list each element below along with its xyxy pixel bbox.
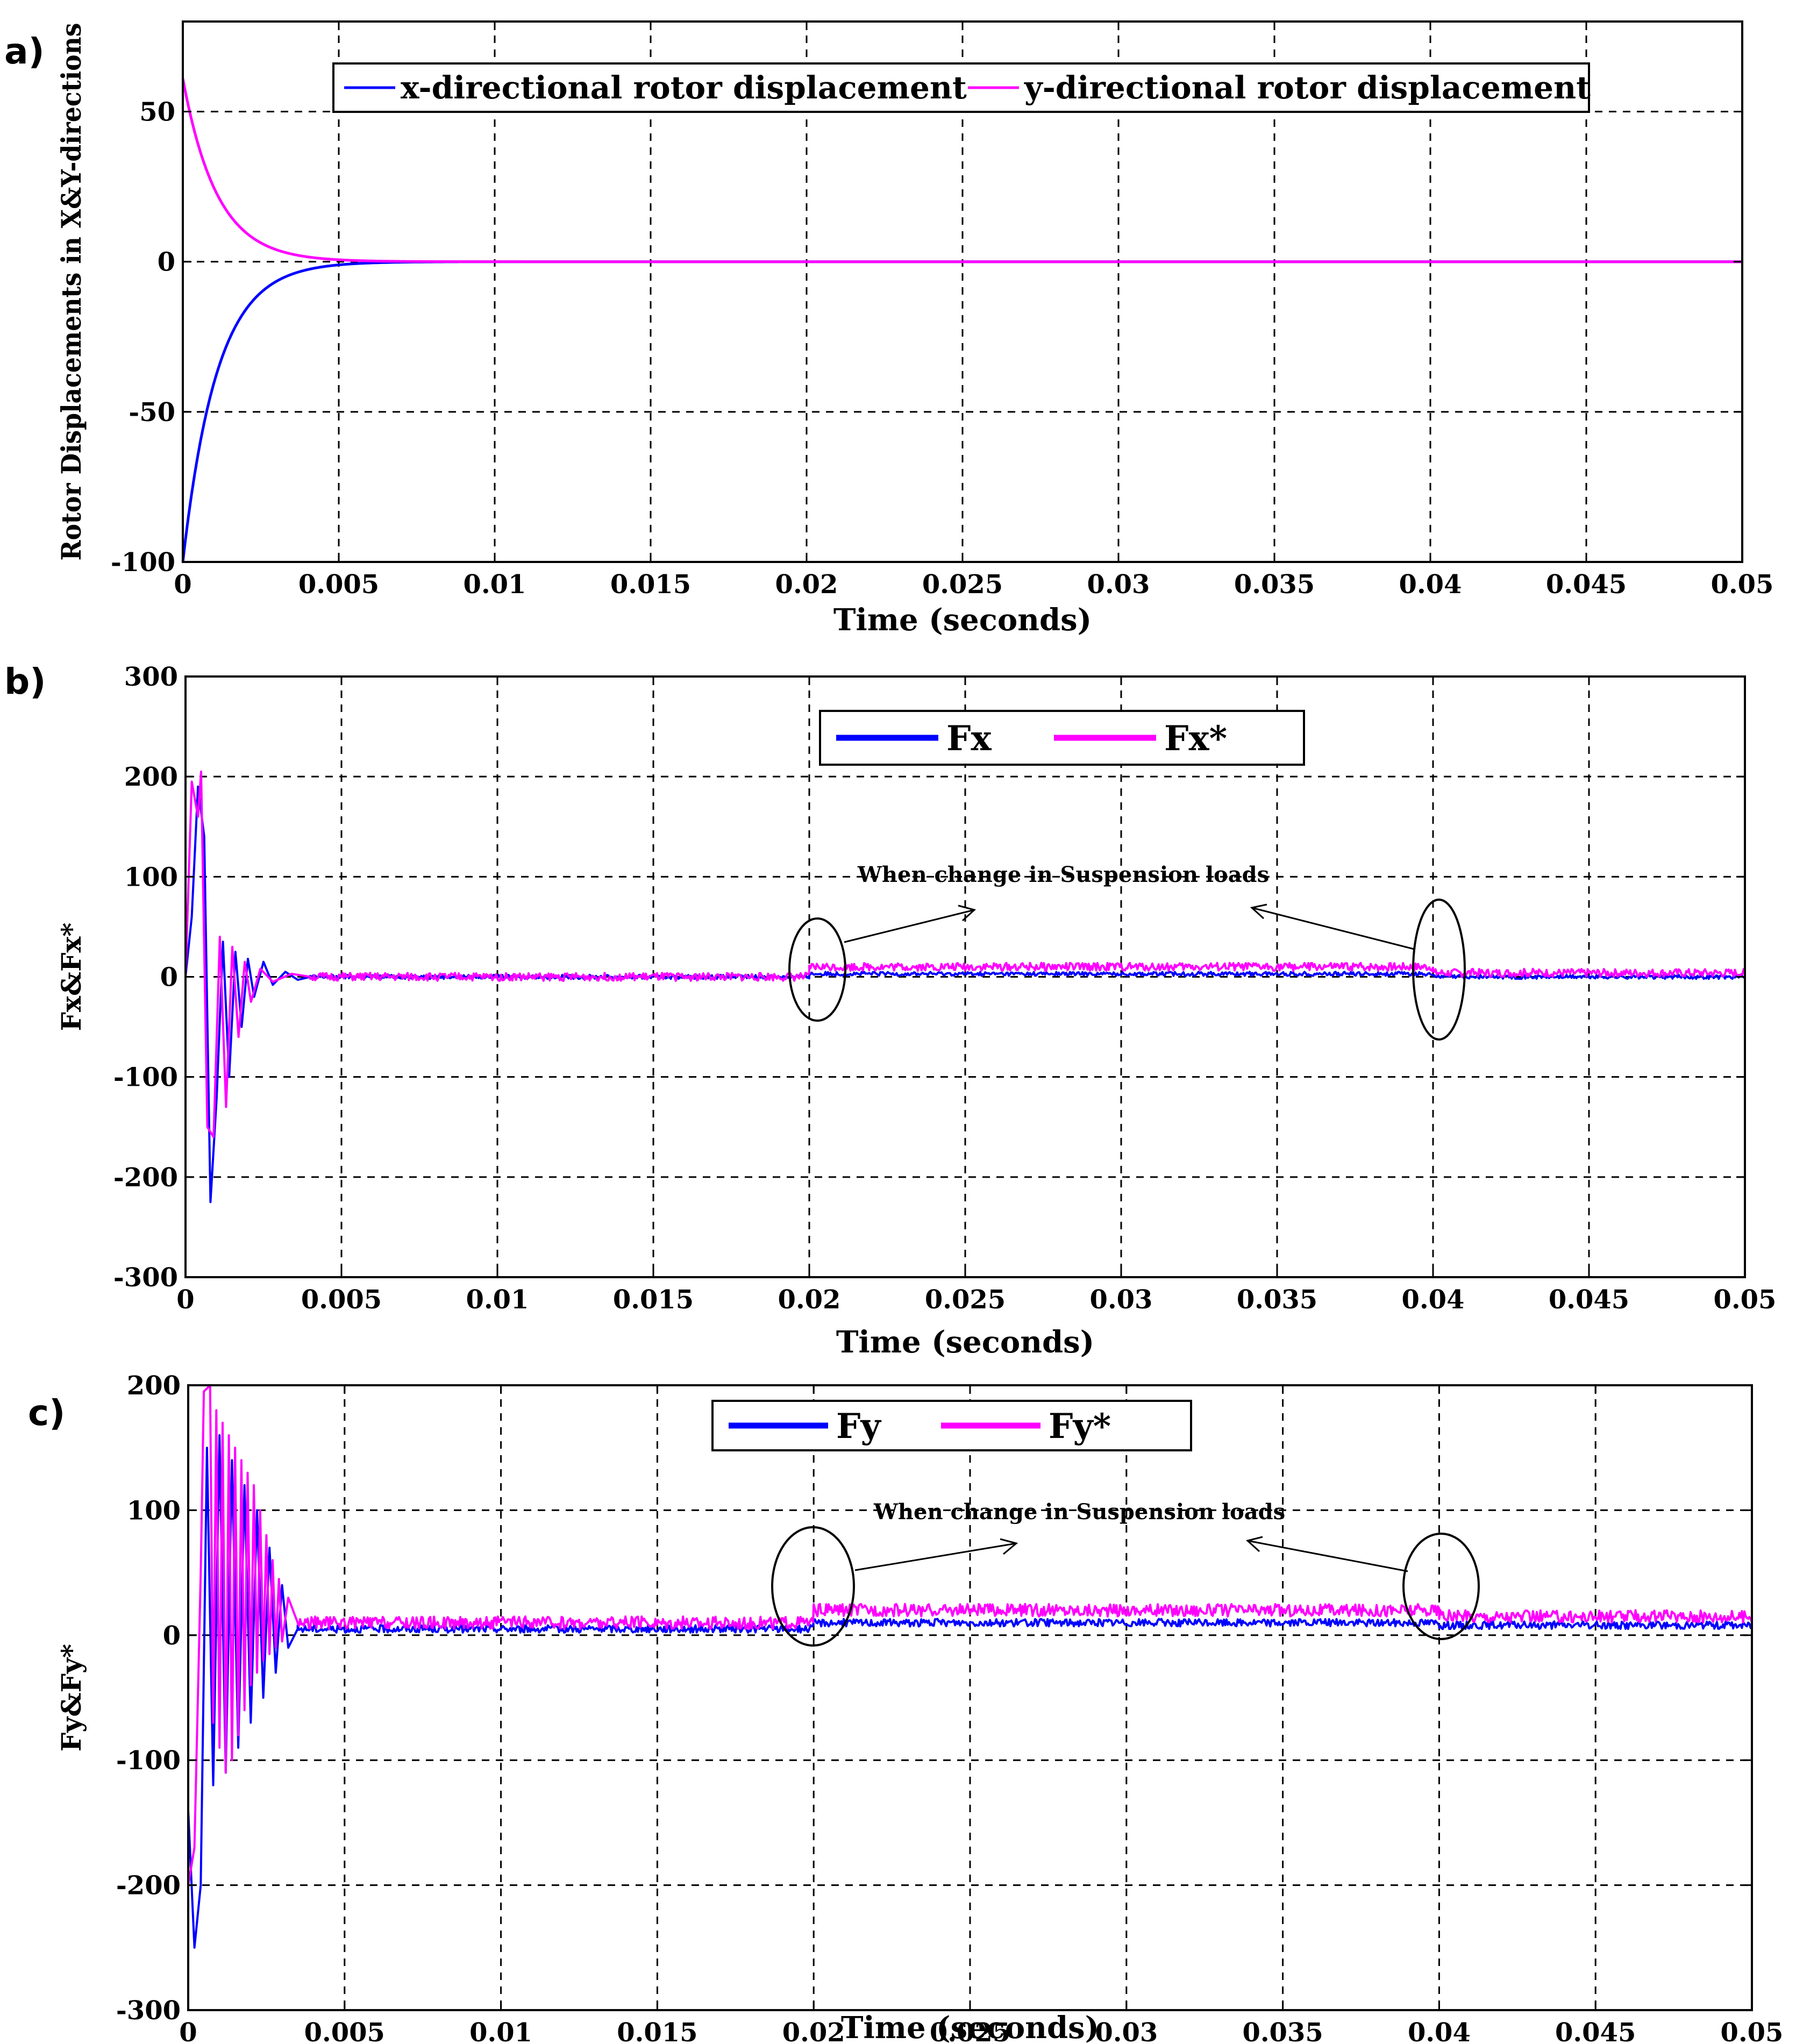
panel-b-arrow-2 (1250, 903, 1415, 950)
y-tick-label: -300 (116, 1996, 181, 2026)
y-tick-label: 0 (160, 963, 178, 993)
y-tick-label: -200 (116, 1871, 181, 1901)
x-tick-label: 0.02 (775, 569, 838, 600)
x-tick-label: 0.005 (298, 569, 379, 600)
y-tick-label: -50 (129, 397, 175, 428)
series-line-fy (187, 1384, 1753, 1885)
y-tick-label: -100 (113, 1063, 178, 1093)
legend-box (332, 62, 1590, 113)
panel-a-label: a) (4, 31, 45, 72)
y-tick-label: 0 (163, 1621, 181, 1651)
x-tick-label: 0 (179, 2018, 197, 2044)
series-line-fx (184, 770, 1746, 1138)
x-tick-label: 0.04 (1408, 2018, 1471, 2044)
legend-label-fx-star: Fx* (1164, 718, 1227, 759)
panel-c-label: c) (28, 1392, 65, 1434)
x-tick-label: 0.04 (1399, 569, 1462, 600)
x-tick-label: 0.045 (1546, 569, 1627, 600)
panel-b-xlabel: Time (seconds) (836, 1324, 1094, 1360)
panel-c-grid (188, 1385, 1752, 2010)
panel-c-legend: Fy Fy* (711, 1400, 1192, 1451)
x-tick-label: 0.025 (930, 2018, 1010, 2044)
x-tick-label: 0.03 (1090, 1285, 1153, 1315)
panel-b-ellipse-2 (1412, 899, 1466, 1041)
panel-c-xlabel: Time (seconds) (841, 2010, 1099, 2044)
legend-label-fx: Fx (946, 718, 992, 759)
x-tick-label: 0.02 (778, 1285, 841, 1315)
x-tick-label: 0.01 (464, 569, 526, 600)
panel-b-ylabel: Fx&Fx* (55, 923, 87, 1031)
panel-a-ticks: 0 0.005 0.01 0.015 0.02 0.025 0.03 0.035 0.04 0.0… (111, 22, 1774, 600)
panel-b-arrow-1 (844, 905, 977, 943)
x-tick-label: 0.015 (610, 569, 691, 600)
panel-a-xlabel: Time (seconds) (833, 602, 1092, 638)
y-tick-label: 50 (139, 97, 175, 127)
legend-label-fy-star: Fy* (1049, 1406, 1111, 1447)
legend-label-x: x-directional rotor displacement (401, 69, 967, 106)
series-line-y-directional-rotor-displacement (181, 78, 1743, 263)
x-tick-label: 0.035 (1234, 569, 1315, 600)
x-tick-label: 0.05 (1711, 569, 1774, 600)
x-tick-label: 0.035 (1242, 2018, 1323, 2044)
panel-a-ylabel: Rotor Displacements in X&Y-directions (55, 23, 87, 561)
x-tick-label: 0 (176, 1285, 194, 1315)
panel-c-arrow-2 (1245, 1536, 1408, 1572)
y-tick-label: 100 (124, 862, 178, 892)
x-tick-label: 0.005 (304, 2018, 385, 2044)
x-tick-label: 0.045 (1549, 1285, 1629, 1315)
y-tick-label: -200 (113, 1163, 178, 1193)
y-tick-label: 0 (158, 247, 175, 277)
y-tick-label: -100 (111, 547, 175, 578)
y-tick-label: 200 (124, 762, 178, 792)
x-tick-label: 0.03 (1087, 569, 1150, 600)
y-tick-label: 200 (127, 1371, 181, 1401)
panel-b-ticks: 0 0.005 0.01 0.015 0.02 0.025 0.03 0.035 0.04 0.0… (113, 662, 1777, 1315)
legend-label-fy: Fy (836, 1406, 881, 1447)
panel-b-series (184, 770, 1746, 1203)
panel-c-arrow-1 (854, 1538, 1018, 1571)
panel-a-series (181, 78, 1743, 562)
x-tick-label: 0.05 (1721, 2018, 1784, 2044)
panel-c: c) 0 0.005 0.01 0.015 0.02 0.025 0.03 0.035 0.04… (28, 1371, 1783, 2044)
panel-c-ylabel: Fy&Fy* (55, 1644, 87, 1751)
x-tick-label: 0.01 (469, 2018, 532, 2044)
x-tick-label: 0.02 (782, 2018, 845, 2044)
x-tick-label: 0.015 (613, 1285, 694, 1315)
x-tick-label: 0.015 (617, 2018, 697, 2044)
x-tick-label: 0.025 (925, 1285, 1006, 1315)
x-tick-label: 0 (174, 569, 191, 600)
x-tick-label: 0.01 (466, 1285, 529, 1315)
x-tick-label: 0.045 (1555, 2018, 1636, 2044)
x-tick-label: 0.005 (301, 1285, 382, 1315)
x-tick-label: 0.04 (1402, 1285, 1465, 1315)
panel-b: b) 0 0.005 0.01 0.015 0.02 0.025 0.03 0.035 0.04… (4, 661, 1776, 1360)
panel-c-series (187, 1384, 1753, 1949)
y-tick-label: 100 (127, 1495, 181, 1526)
y-tick-label: 300 (124, 662, 178, 692)
panel-b-ellipse-1 (788, 917, 846, 1022)
panel-a-legend: x-directional rotor displacement y-direc… (332, 62, 1591, 113)
panel-a: a) 0 0.005 0.01 0.015 0.02 0.025 0.03 0.035 0.04… (4, 20, 1774, 638)
x-tick-label: 0.05 (1714, 1285, 1777, 1315)
y-tick-label: -300 (113, 1263, 178, 1293)
x-tick-label: 0.03 (1095, 2018, 1158, 2044)
panel-b-label: b) (4, 661, 46, 702)
legend-label-y: y-directional rotor displacement (1024, 69, 1591, 106)
panel-b-legend: Fx Fx* (819, 710, 1305, 766)
x-tick-label: 0.025 (922, 569, 1003, 600)
x-tick-label: 0.035 (1237, 1285, 1317, 1315)
y-tick-label: -100 (116, 1746, 181, 1776)
panel-c-ellipse-1 (771, 1526, 855, 1647)
panel-b-annotation: When change in Suspension loads (857, 862, 1269, 887)
panel-c-annotation: When change in Suspension loads (873, 1499, 1285, 1525)
panel-c-ticks: 0 0.005 0.01 0.015 0.02 0.025 0.03 0.035 0.04 0.0… (116, 1371, 1784, 2044)
panel-c-ellipse-2 (1402, 1533, 1480, 1640)
